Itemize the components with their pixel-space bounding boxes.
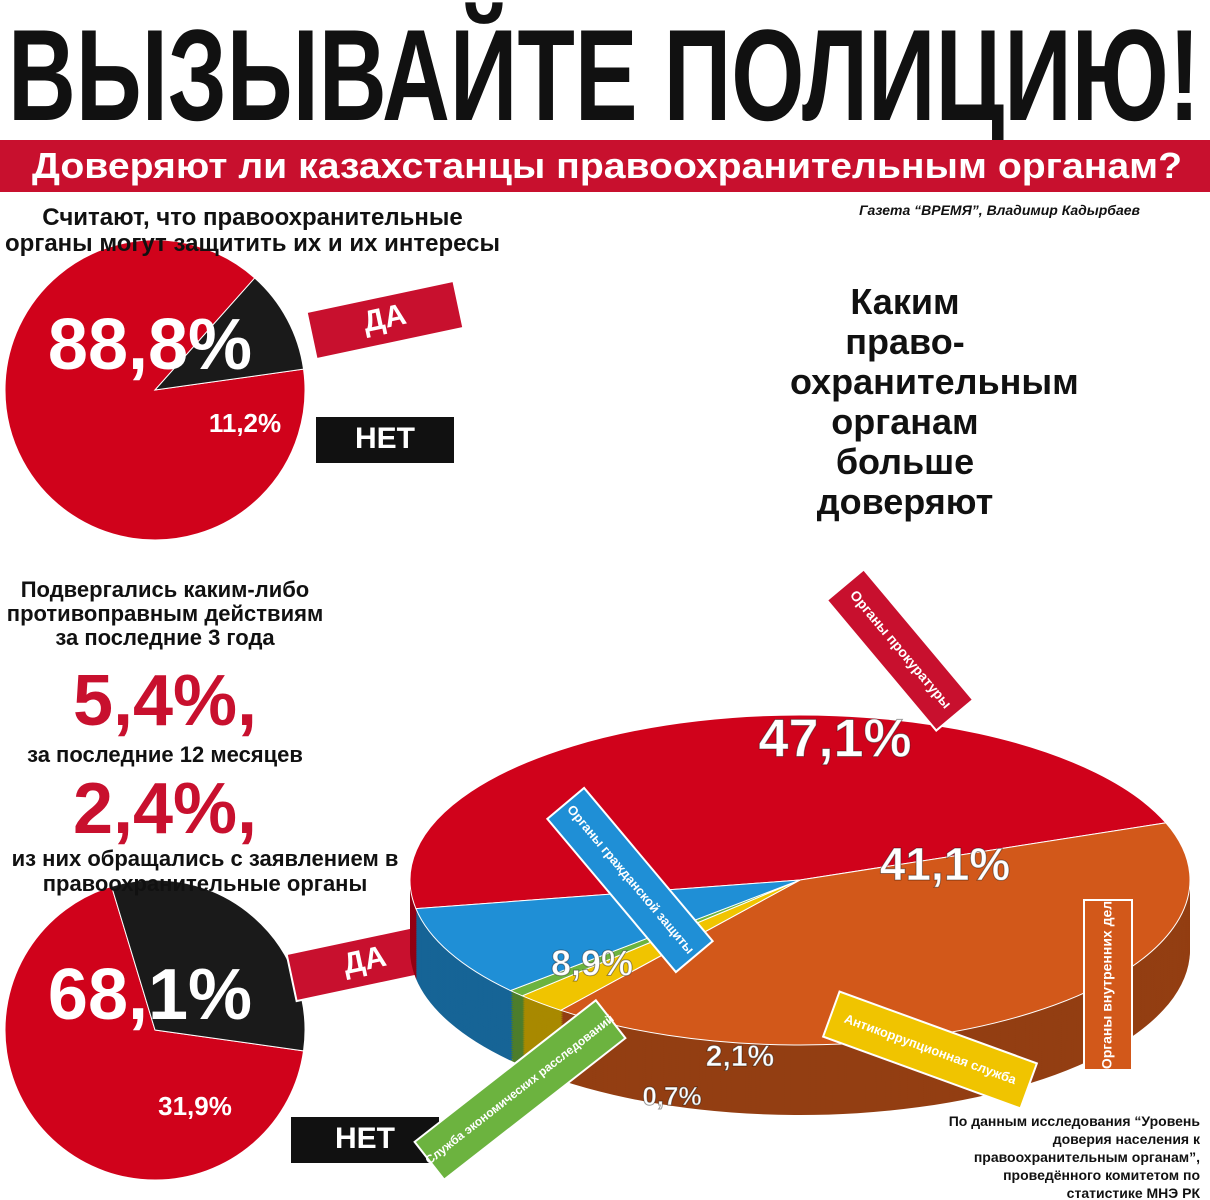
main-title: ВЫЗЫВАЙТЕ ПОЛИЦИЮ! xyxy=(8,2,1200,148)
source: По данным исследования “Уровень доверия … xyxy=(948,1113,1200,1200)
pie-slice xyxy=(110,879,306,1052)
category-tag: ДА xyxy=(305,279,465,361)
value-label: 41,1% xyxy=(880,838,1010,890)
tag-box xyxy=(314,415,456,465)
category-label: НЕТ xyxy=(355,422,415,455)
victim-value: 5,4%, xyxy=(72,661,258,741)
victim-text: за последние 12 месяцев xyxy=(27,742,303,767)
pie-slice xyxy=(153,277,305,391)
tag-box xyxy=(1083,899,1133,1071)
category-tag: Органы прокуратуры xyxy=(825,568,975,732)
value-label: 8,9% xyxy=(551,943,633,984)
tag-box xyxy=(825,568,975,732)
category-tag: НЕТ xyxy=(314,415,456,465)
subtitle: Доверяют ли казахстанцы правоохранительн… xyxy=(32,145,1182,186)
value-label: 31,9% xyxy=(158,1091,232,1121)
category-label: Органы внутренних дел xyxy=(1099,901,1115,1069)
pie-slice xyxy=(559,822,1191,1046)
value-label: 47,1% xyxy=(758,708,911,768)
category-label: Органы прокуратуры xyxy=(847,587,955,712)
value-label: 11,2% xyxy=(209,408,281,438)
category-tag: НЕТ xyxy=(289,1115,441,1165)
victim-value: 2,4%, xyxy=(72,769,258,849)
tag-box xyxy=(545,786,715,974)
pie-slice xyxy=(415,879,801,992)
tag-box xyxy=(289,1115,441,1165)
value-label: 0,7% xyxy=(642,1081,701,1111)
pie1-title: Считают, что правоохранительные органы м… xyxy=(5,204,500,257)
pie2-title: из них обращались с заявлением в правоох… xyxy=(11,846,399,896)
tag-box xyxy=(821,990,1039,1110)
category-label: НЕТ xyxy=(335,1122,395,1155)
value-label: 68,1% xyxy=(48,955,252,1035)
subtitle-banner xyxy=(0,140,1210,192)
tag-box xyxy=(413,998,627,1182)
credit: Газета “ВРЕМЯ”, Владимир Кадырбаев xyxy=(859,202,1140,218)
category-tag: ДА xyxy=(285,921,445,1003)
pie-slice xyxy=(4,885,305,1181)
pie3-title: Каким право-охранительным органам больше… xyxy=(790,281,1079,522)
value-label: 88,8% xyxy=(48,305,252,385)
category-tag: Органы внутренних дел xyxy=(1083,899,1133,1071)
victim-text: Подвергались каким-либо противоправным д… xyxy=(6,577,324,650)
value-label: 2,1% xyxy=(706,1040,774,1073)
tag-box xyxy=(305,279,465,361)
